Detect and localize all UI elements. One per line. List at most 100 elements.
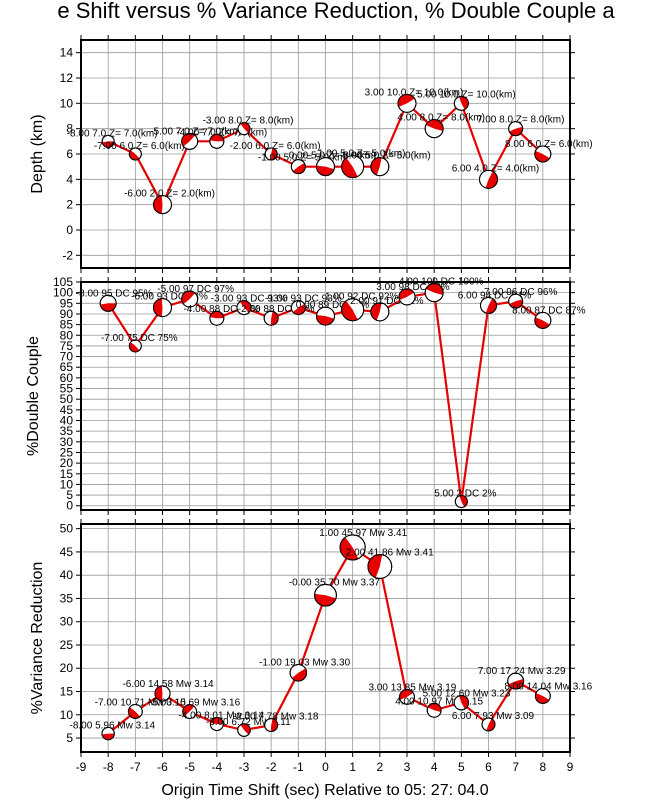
y-tick-label: 25 bbox=[60, 445, 74, 459]
data-label: -6.00 2.0 Z= 2.0(km) bbox=[124, 189, 215, 200]
beachball-lobe bbox=[459, 96, 469, 110]
y-tick-label: 5 bbox=[66, 731, 73, 745]
beachball-lobe bbox=[486, 718, 495, 731]
data-label: 7.00 96 DC 96% bbox=[484, 287, 557, 298]
beachball-lobe bbox=[425, 119, 444, 131]
beachball-rim bbox=[341, 298, 365, 322]
beachball-rim bbox=[424, 283, 444, 303]
beachball-lobe bbox=[292, 668, 307, 682]
y-tick-label: 35 bbox=[60, 591, 74, 605]
y-tick-label: 10 bbox=[60, 708, 74, 722]
data-label: -3.00 6.72 Mw 3.11 bbox=[206, 717, 291, 728]
data-label: -1.00 19.03 Mw 3.30 bbox=[259, 658, 351, 669]
beachball-rim bbox=[99, 294, 117, 312]
beachball-rim bbox=[316, 306, 335, 326]
beachball-marker bbox=[426, 702, 442, 718]
y-tick-label: 20 bbox=[60, 661, 74, 675]
beachball-rim bbox=[454, 494, 468, 508]
beachball-marker bbox=[209, 310, 225, 326]
beachball-marker bbox=[453, 95, 469, 111]
beachball-marker bbox=[290, 159, 306, 175]
beachball-lobe bbox=[509, 126, 523, 136]
beachball-rim bbox=[339, 534, 366, 561]
beachball-marker bbox=[341, 298, 365, 322]
beachball-marker bbox=[316, 157, 335, 177]
beachball-lobe bbox=[102, 733, 115, 740]
data-label: -6.00 14.58 Mw 3.14 bbox=[122, 679, 214, 690]
beachball-rim bbox=[101, 134, 115, 148]
x-tick-label: 7 bbox=[512, 760, 519, 774]
beachball-rim bbox=[236, 300, 252, 316]
y-tick-label: 80 bbox=[60, 328, 74, 342]
beachball-lobe bbox=[181, 133, 196, 147]
beachball-rim bbox=[508, 121, 524, 137]
y-tick-label: 40 bbox=[60, 568, 74, 582]
beachball-marker bbox=[508, 121, 524, 137]
beachball-lobe bbox=[153, 195, 163, 214]
beachball-lobe bbox=[367, 554, 383, 578]
data-label: 4.00 8.0 Z= 8.0(km) bbox=[397, 113, 485, 124]
y-tick-label: 8 bbox=[66, 122, 73, 136]
beachball-lobe bbox=[129, 342, 140, 352]
beachball-marker bbox=[182, 704, 198, 719]
y-tick-label: 85 bbox=[60, 318, 74, 332]
beachball-lobe bbox=[314, 593, 336, 607]
beachball-lobe bbox=[154, 685, 163, 701]
y-tick-label: 15 bbox=[60, 467, 74, 481]
y-tick-label: 10 bbox=[60, 477, 74, 491]
beachball-lobe bbox=[129, 150, 140, 160]
beachball-lobe bbox=[340, 537, 359, 560]
beachball-marker bbox=[236, 300, 252, 316]
y-tick-label: 25 bbox=[60, 638, 74, 652]
beachball-marker bbox=[370, 302, 390, 322]
beachball-lobe bbox=[341, 300, 358, 321]
beachball-rim bbox=[426, 702, 442, 718]
beachball-marker bbox=[339, 534, 366, 561]
depth-panel: -2 0 2 4 6 8 10 12 14 Depth (km) -8.00 7.0 Z= 7.0(… bbox=[29, 35, 593, 273]
beachball-lobe bbox=[316, 314, 335, 326]
beachball-lobe bbox=[292, 163, 306, 174]
x-tick-label: 0 bbox=[322, 760, 329, 774]
double-couple-panel: 0510152025303540455055606570758085909510… bbox=[25, 275, 586, 515]
beachball-marker bbox=[453, 694, 470, 711]
beachball-lobe bbox=[239, 300, 251, 313]
y-tick-label: 0 bbox=[66, 223, 73, 237]
beachball-rim bbox=[289, 664, 308, 682]
data-label: 1.00 92 DC 92% bbox=[325, 292, 398, 303]
beachball-marker bbox=[341, 155, 365, 179]
beachball-rim bbox=[370, 302, 390, 322]
y-tick-label: 10 bbox=[60, 96, 74, 110]
beachball-rim bbox=[398, 288, 416, 306]
data-label: 5.00 12.60 Mw 3.23 bbox=[423, 688, 511, 699]
beachball-lobe bbox=[102, 141, 115, 148]
beachball-marker bbox=[209, 717, 224, 732]
y-tick-label: 0 bbox=[66, 499, 73, 513]
x-tick-label: -6 bbox=[157, 760, 168, 774]
x-tick-label: 4 bbox=[431, 760, 438, 774]
beachball-lobe bbox=[182, 704, 195, 716]
beachball-marker bbox=[481, 717, 496, 732]
beachball-marker bbox=[128, 147, 142, 161]
y-tick-label: 35 bbox=[60, 424, 74, 438]
beachball-marker bbox=[181, 290, 199, 308]
beachball-rim bbox=[399, 688, 415, 705]
data-label: -5.00 10.69 Mw 3.16 bbox=[149, 698, 241, 709]
data-label: 2.00 41.86 Mw 3.41 bbox=[346, 548, 434, 559]
beachball-marker bbox=[314, 583, 337, 607]
beachball-marker bbox=[454, 494, 468, 508]
beachball-lobe bbox=[398, 288, 414, 301]
beachball-rim bbox=[153, 298, 172, 318]
x-tick-label: 1 bbox=[349, 760, 356, 774]
beachball-marker bbox=[181, 132, 199, 150]
beachball-lobe bbox=[292, 303, 306, 315]
data-label: -2.00 6.0 Z= 6.0(km) bbox=[230, 141, 321, 152]
data-label: 8.00 87 DC 87% bbox=[512, 305, 585, 316]
beachball-lobe bbox=[485, 298, 497, 314]
y-tick-label: 55 bbox=[60, 382, 74, 396]
x-tick-label: -2 bbox=[266, 760, 277, 774]
y-tick-label: -2 bbox=[62, 248, 73, 262]
data-label: 7.00 17.24 Mw 3.29 bbox=[478, 666, 566, 677]
y-tick-label: 65 bbox=[60, 360, 74, 374]
data-label: -7.00 10.71 Mw 3.15 bbox=[95, 698, 187, 709]
